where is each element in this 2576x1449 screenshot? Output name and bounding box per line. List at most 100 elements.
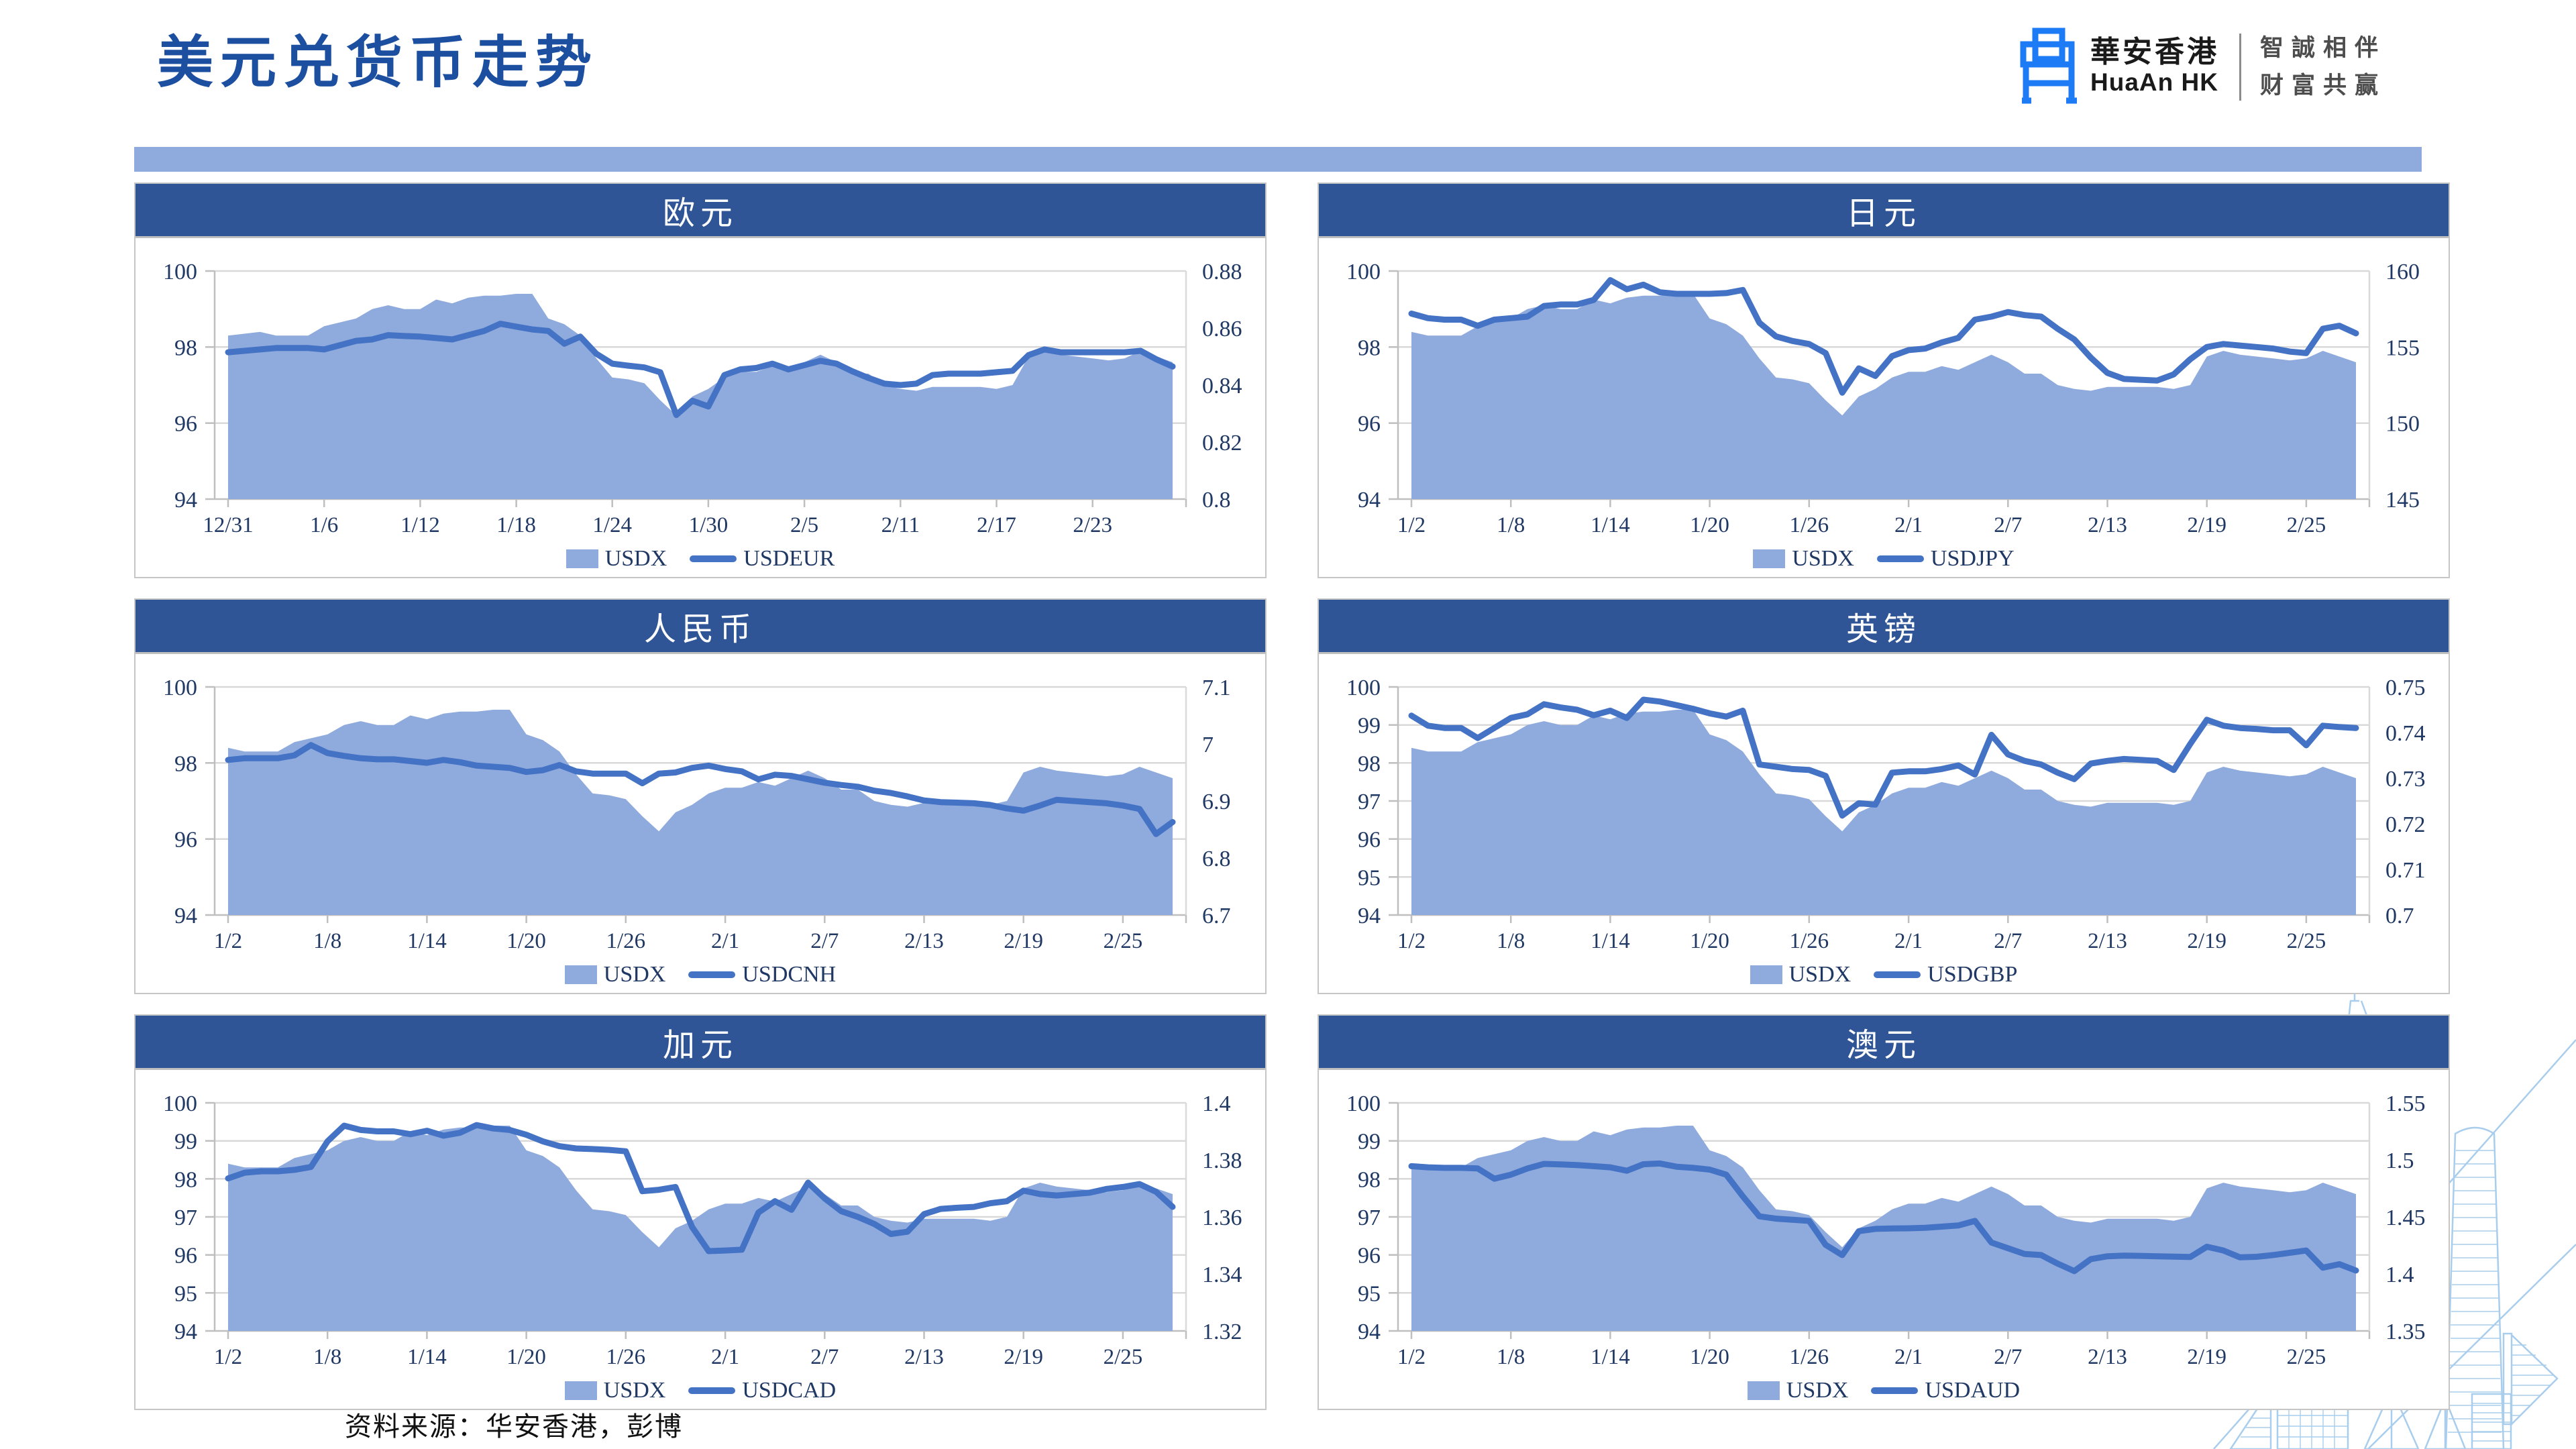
- right-axis-label: 1.35: [2385, 1320, 2426, 1344]
- right-axis-label: 155: [2385, 335, 2420, 360]
- x-axis-label: 1/24: [592, 513, 632, 537]
- usdx-area-series: [228, 294, 1173, 499]
- chart-canvas-jpy: 100 98 96 94 160 155 150 145 1/2 1/8 1/14 1/20 1/26 2…: [1346, 260, 2420, 537]
- legend-usdx-swatch: [564, 965, 597, 984]
- x-axis-label: 1/2: [1397, 513, 1426, 537]
- x-axis-label: 2/13: [2088, 1345, 2127, 1369]
- chart-legend: USDX USDJPY: [1319, 546, 2449, 572]
- x-axis-label: 1/12: [400, 513, 440, 537]
- right-axis-label: 0.74: [2385, 721, 2426, 746]
- left-axis-label: 98: [1358, 1167, 1381, 1192]
- x-axis-label: 1/2: [1397, 1345, 1426, 1369]
- x-axis-label: 2/13: [2088, 513, 2127, 537]
- x-axis-label: 1/20: [506, 929, 546, 953]
- right-axis-label: 0.86: [1202, 317, 1242, 341]
- chart-legend: USDX USDCNH: [136, 962, 1265, 987]
- x-axis-label: 1/20: [1690, 1345, 1729, 1369]
- x-axis-label: 2/7: [1994, 513, 2022, 537]
- panel-header: 英镑: [1319, 600, 2449, 654]
- legend-label-usdx: USDX: [604, 546, 667, 571]
- x-axis-label: 2/25: [1104, 929, 1143, 953]
- x-axis-label: 1/14: [1591, 929, 1630, 953]
- usdx-area-series: [228, 710, 1173, 915]
- chart-panel-cnh: 人民币 100 98 96 94 7.1 7 6.9 6.8 6.7 1/2 1/8 1/14 1/20 1…: [134, 598, 1267, 994]
- left-axis-label: 94: [1358, 488, 1381, 513]
- chart-legend: USDX USDCAD: [136, 1378, 1265, 1403]
- right-axis-label: 1.55: [2385, 1091, 2426, 1116]
- x-axis-label: 2/13: [904, 929, 944, 953]
- legend-usdx-swatch: [1753, 549, 1786, 568]
- left-axis-label: 95: [1358, 1281, 1381, 1306]
- panel-header: 加元: [136, 1016, 1265, 1070]
- usdx-area-series: [228, 1126, 1173, 1331]
- x-axis-label: 1/6: [310, 513, 338, 537]
- legend-label-pair: USDCAD: [742, 1378, 837, 1403]
- right-axis-label: 0.8: [1202, 488, 1231, 513]
- x-axis-label: 2/19: [1004, 929, 1043, 953]
- x-axis-label: 2/5: [790, 513, 818, 537]
- logo-slogan-line1: 智誠相伴: [2260, 34, 2387, 61]
- x-axis-label: 2/7: [810, 1345, 839, 1369]
- legend-line-swatch: [688, 1387, 736, 1394]
- x-axis-label: 2/1: [1894, 1345, 1923, 1369]
- left-axis-label: 94: [174, 904, 197, 928]
- x-axis-label: 2/11: [881, 513, 920, 537]
- right-axis-label: 160: [2385, 260, 2420, 284]
- chart-title: 欧元: [662, 196, 738, 231]
- legend-label-usdx: USDX: [603, 1378, 666, 1403]
- legend-usdx-swatch: [1747, 1381, 1780, 1400]
- left-axis-label: 95: [1358, 865, 1381, 890]
- left-axis-label: 97: [174, 1205, 197, 1230]
- x-axis-label: 1/8: [1497, 513, 1525, 537]
- right-axis-label: 1.32: [1202, 1320, 1242, 1344]
- left-axis-label: 96: [174, 412, 197, 437]
- right-axis-label: 6.8: [1202, 847, 1231, 871]
- source-note: 资料来源：华安香港，彭博: [345, 1411, 683, 1442]
- left-axis-label: 100: [163, 260, 197, 284]
- x-axis-label: 1/20: [1690, 929, 1729, 953]
- chart-legend: USDX USDEUR: [136, 546, 1265, 572]
- x-axis-label: 1/8: [313, 929, 341, 953]
- legend-label-usdx: USDX: [1788, 962, 1851, 987]
- left-axis-label: 94: [174, 488, 197, 513]
- right-axis-label: 6.9: [1202, 790, 1231, 814]
- x-axis-label: 1/14: [407, 1345, 447, 1369]
- chart-panel-jpy: 日元 100 98 96 94 160 155 150 145 1/2 1/8 1/14 1/20 1/2…: [1318, 182, 2450, 578]
- left-axis-label: 100: [163, 676, 197, 700]
- legend-line-swatch: [1871, 1387, 1919, 1394]
- x-axis-label: 2/7: [1994, 1345, 2022, 1369]
- usdgbp-line-series: [1408, 696, 2359, 819]
- legend-label-usdx: USDX: [1792, 546, 1854, 571]
- chart-panel-eur: 欧元 100 98 96 94 0.88 0.86 0.84 0.82 0.8 12/31 1/6 1/…: [134, 182, 1267, 578]
- legend-line-swatch: [688, 971, 736, 978]
- x-axis-label: 1/26: [1789, 1345, 1829, 1369]
- left-axis-label: 98: [1358, 335, 1381, 360]
- usdaud-line-series: [1408, 1160, 2359, 1275]
- legend-label-pair: USDCNH: [742, 962, 837, 987]
- x-axis-label: 1/18: [496, 513, 536, 537]
- x-axis-label: 1/14: [1591, 513, 1630, 537]
- right-axis-label: 0.82: [1202, 431, 1242, 455]
- chart-title: 澳元: [1845, 1028, 1921, 1063]
- x-axis-label: 2/25: [2287, 929, 2326, 953]
- logo-slogan-line2: 财富共赢: [2260, 72, 2387, 99]
- legend-label-pair: USDAUD: [1925, 1378, 2021, 1403]
- logo-name-zh: 華安香港: [2090, 36, 2219, 69]
- legend-label-pair: USDEUR: [743, 546, 835, 571]
- left-axis-label: 96: [1358, 1244, 1381, 1269]
- usdx-area-series: [1411, 294, 2356, 499]
- right-axis-label: 0.72: [2385, 812, 2426, 837]
- right-axis-label: 7: [1202, 733, 1214, 757]
- x-axis-label: 2/25: [2287, 1345, 2326, 1369]
- x-axis-label: 1/14: [407, 929, 447, 953]
- chart-canvas-gbp: 100 99 98 97 96 95 94 0.75 0.74 0.73 0.72 0.71 0.7 1/…: [1346, 676, 2426, 953]
- x-axis-label: 2/1: [711, 929, 739, 953]
- x-axis-label: 2/7: [1994, 929, 2022, 953]
- chart-panel-gbp: 英镑 100 99 98 97 96 95 94 0.75 0.74 0.73 0.72 0.71 0.7…: [1318, 598, 2450, 994]
- right-axis-label: 145: [2385, 488, 2420, 513]
- x-axis-label: 1/20: [506, 1345, 546, 1369]
- right-axis-label: 0.71: [2385, 858, 2426, 883]
- chart-canvas-cad: 100 99 98 97 96 95 94 1.4 1.38 1.36 1.34 1.32 1/2 1/8…: [163, 1091, 1242, 1369]
- left-axis-label: 94: [174, 1320, 197, 1344]
- legend-usdx-swatch: [1750, 965, 1782, 984]
